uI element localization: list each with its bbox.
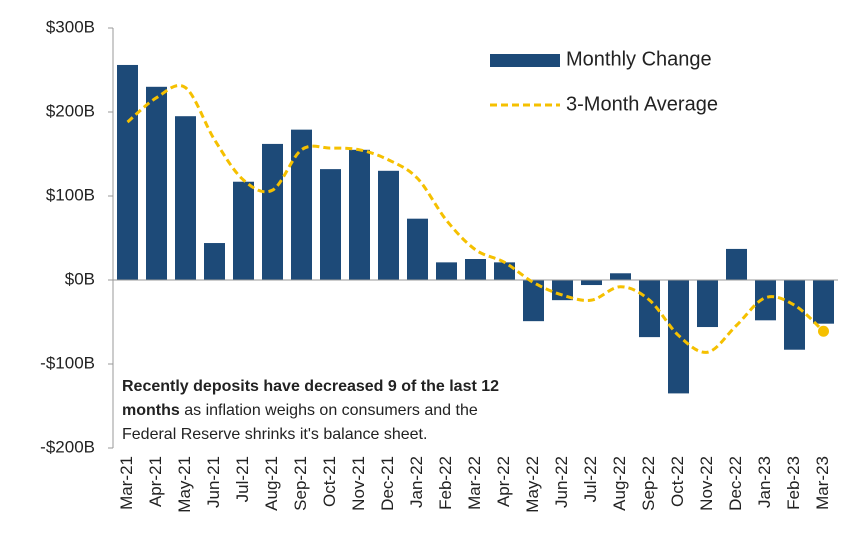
bar: [581, 280, 602, 286]
bar: [726, 248, 747, 280]
bar: [233, 181, 254, 280]
x-tick-label: Oct-22: [668, 456, 687, 507]
annotation: months as inflation weighs on consumers …: [122, 402, 478, 419]
bar: [349, 149, 370, 280]
bar: [407, 218, 428, 280]
x-tick-label: Dec-22: [726, 456, 745, 511]
legend-swatch: [490, 54, 560, 67]
legend-label: 3-Month Average: [566, 93, 718, 115]
annotation-bold: months: [122, 402, 180, 419]
x-tick-label: Jul-21: [233, 456, 252, 502]
bar: [204, 243, 225, 280]
y-tick-label: -$200B: [40, 437, 95, 456]
bar: [320, 169, 341, 280]
bar: [552, 280, 573, 301]
y-tick-label: $200B: [46, 101, 95, 120]
annotation-bold: Recently deposits have decreased 9 of th…: [122, 378, 499, 395]
x-tick-label: May-21: [175, 456, 194, 513]
average-line: [126, 83, 825, 354]
x-tick-label: Oct-21: [320, 456, 339, 507]
annotation: Federal Reserve shrinks it's balance she…: [122, 426, 427, 443]
x-tick-label: Dec-21: [378, 456, 397, 511]
bar: [436, 262, 457, 280]
x-tick-label: Aug-21: [262, 456, 281, 511]
x-tick-label: Jun-21: [204, 456, 223, 508]
x-tick-label: Mar-23: [813, 456, 832, 510]
y-tick-label: $300B: [46, 17, 95, 36]
x-tick-label: Jan-23: [755, 456, 774, 508]
bar: [494, 262, 515, 280]
bar: [610, 273, 631, 280]
x-tick-label: Aug-22: [610, 456, 629, 511]
annotation: Recently deposits have decreased 9 of th…: [122, 378, 499, 395]
bar: [813, 280, 834, 324]
bar: [262, 143, 283, 280]
x-tick-label: Feb-23: [784, 456, 803, 510]
annotation-text: as inflation weighs on consumers and the: [180, 402, 478, 419]
bar: [523, 280, 544, 322]
x-tick-label: Feb-22: [436, 456, 455, 510]
bar: [175, 116, 196, 280]
x-tick-label: Sep-21: [291, 456, 310, 511]
x-tick-label: Apr-21: [146, 456, 165, 507]
x-tick-label: Apr-22: [494, 456, 513, 507]
x-tick-label: Jul-22: [581, 456, 600, 502]
bar: [378, 170, 399, 280]
x-tick-label: Nov-22: [697, 456, 716, 511]
x-tick-label: Nov-21: [349, 456, 368, 511]
y-tick-label: -$100B: [40, 353, 95, 372]
bar: [117, 64, 138, 281]
y-tick-label: $100B: [46, 185, 95, 204]
x-tick-label: Mar-22: [465, 456, 484, 510]
end-marker: [818, 325, 829, 337]
x-tick-label: Mar-21: [117, 456, 136, 510]
x-tick-label: Jan-22: [407, 456, 426, 508]
bar: [146, 86, 167, 280]
bar: [755, 280, 776, 321]
legend-label: Monthly Change: [566, 48, 712, 70]
bar: [784, 280, 805, 350]
y-tick-label: $0B: [65, 269, 95, 288]
x-tick-label: Jun-22: [552, 456, 571, 508]
bar: [465, 259, 486, 280]
bar: [291, 129, 312, 280]
annotation-text: Federal Reserve shrinks it's balance she…: [122, 426, 427, 443]
x-tick-label: Sep-22: [639, 456, 658, 511]
x-tick-label: May-22: [523, 456, 542, 513]
bar: [697, 280, 718, 328]
